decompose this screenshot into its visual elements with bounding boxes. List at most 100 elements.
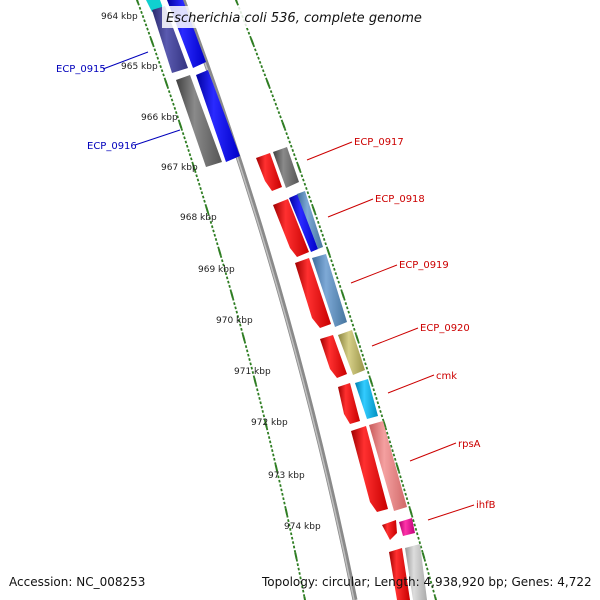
gene-label-reverse[interactable]: ECP_0917 xyxy=(354,137,404,148)
minor-tick xyxy=(419,545,423,549)
minor-tick xyxy=(405,497,409,501)
gene-label-reverse[interactable]: ECP_0920 xyxy=(420,323,470,334)
minor-tick xyxy=(249,362,252,366)
gene-feature[interactable] xyxy=(338,330,365,375)
gene-feature[interactable] xyxy=(273,147,299,188)
gene-label-reverse[interactable]: ECP_0919 xyxy=(399,260,449,271)
minor-tick xyxy=(330,259,333,263)
gene-feature[interactable] xyxy=(312,254,347,327)
label-leader-line xyxy=(409,442,457,462)
minor-tick xyxy=(279,115,282,119)
minor-tick xyxy=(302,594,306,598)
minor-tick xyxy=(285,132,288,136)
minor-tick xyxy=(255,52,259,56)
major-tick xyxy=(265,79,271,87)
gene-feature[interactable] xyxy=(405,544,427,600)
gene-feature[interactable] xyxy=(176,75,222,167)
minor-tick xyxy=(204,203,208,207)
minor-tick xyxy=(241,332,244,336)
minor-tick xyxy=(258,60,262,64)
minor-tick xyxy=(271,449,274,453)
major-tick xyxy=(355,334,360,342)
minor-tick xyxy=(167,90,171,94)
minor-tick xyxy=(279,484,282,488)
kbp-label: 972 kbp xyxy=(251,418,288,428)
minor-tick xyxy=(366,370,370,374)
minor-tick xyxy=(417,536,420,540)
minor-tick xyxy=(286,136,290,140)
gene-feature[interactable] xyxy=(273,199,309,257)
minor-tick xyxy=(299,170,302,174)
minor-tick xyxy=(244,345,248,349)
minor-tick xyxy=(284,505,287,509)
minor-tick xyxy=(397,470,401,474)
genome-title: Escherichia coli 536, complete genome xyxy=(166,11,422,26)
gene-feature[interactable] xyxy=(355,379,378,419)
gene-feature[interactable] xyxy=(320,335,347,378)
gene-label-reverse[interactable]: ECP_0918 xyxy=(375,194,425,205)
label-leader-line xyxy=(427,504,475,521)
minor-tick xyxy=(191,161,194,165)
minor-tick xyxy=(387,436,390,440)
minor-tick xyxy=(300,174,304,178)
minor-tick xyxy=(318,225,322,229)
minor-tick xyxy=(277,111,281,115)
gene-feature[interactable] xyxy=(338,383,360,424)
gene-feature[interactable] xyxy=(295,258,331,328)
minor-tick xyxy=(393,457,397,461)
major-tick xyxy=(284,508,289,516)
gene-feature[interactable] xyxy=(389,548,410,600)
minor-tick xyxy=(185,144,189,148)
minor-tick xyxy=(237,319,241,323)
minor-tick xyxy=(277,475,280,479)
kbp-label: 964 kbp xyxy=(101,12,138,22)
gene-label-reverse[interactable]: ihfB xyxy=(476,500,496,511)
minor-tick xyxy=(404,492,407,496)
gene-feature[interactable] xyxy=(399,518,415,536)
gene-label-forward[interactable]: ECP_0915 xyxy=(56,64,106,75)
gene-feature[interactable] xyxy=(369,421,407,511)
minor-tick xyxy=(428,576,432,580)
gene-feature[interactable] xyxy=(152,6,188,73)
label-leader-line xyxy=(350,264,398,284)
minor-tick xyxy=(303,182,307,186)
gene-feature[interactable] xyxy=(297,191,323,249)
minor-tick xyxy=(302,178,305,182)
label-leader-line xyxy=(134,129,181,146)
minor-tick xyxy=(149,35,152,39)
gene-label-group: ECP_0915 ECP_0916 ECP_0917 ECP_0918 ECP_… xyxy=(56,51,496,521)
minor-tick xyxy=(268,85,271,89)
label-leader-line xyxy=(102,51,149,70)
gene-label-reverse[interactable]: cmk xyxy=(436,371,457,382)
minor-tick xyxy=(408,505,411,509)
gene-feature[interactable] xyxy=(196,70,240,162)
minor-tick xyxy=(298,572,301,575)
gene-feature[interactable] xyxy=(351,426,388,512)
gene-feature[interactable] xyxy=(256,153,282,191)
gene-feature[interactable] xyxy=(289,194,318,252)
minor-tick xyxy=(212,229,215,233)
minor-tick xyxy=(156,56,160,60)
gene-label-forward[interactable]: ECP_0916 xyxy=(87,141,137,152)
minor-tick xyxy=(265,77,268,81)
minor-tick xyxy=(353,327,356,331)
minor-tick xyxy=(235,310,238,314)
minor-tick xyxy=(166,85,170,89)
gene-label-reverse[interactable]: rpsA xyxy=(458,439,481,450)
minor-tick xyxy=(331,263,335,267)
minor-tick xyxy=(265,427,269,431)
kbp-label: 967 kbp xyxy=(161,163,198,173)
minor-tick xyxy=(200,191,204,195)
minor-tick xyxy=(159,65,162,69)
title-background xyxy=(162,6,438,28)
minor-tick xyxy=(198,182,201,186)
major-tick xyxy=(296,163,301,171)
major-tick xyxy=(311,206,316,214)
minor-tick xyxy=(157,60,161,64)
minor-tick xyxy=(184,140,188,144)
minor-tick xyxy=(386,431,389,435)
minor-tick xyxy=(354,332,357,336)
minor-tick xyxy=(251,370,255,374)
minor-tick xyxy=(138,6,142,10)
gene-feature[interactable] xyxy=(382,520,397,540)
